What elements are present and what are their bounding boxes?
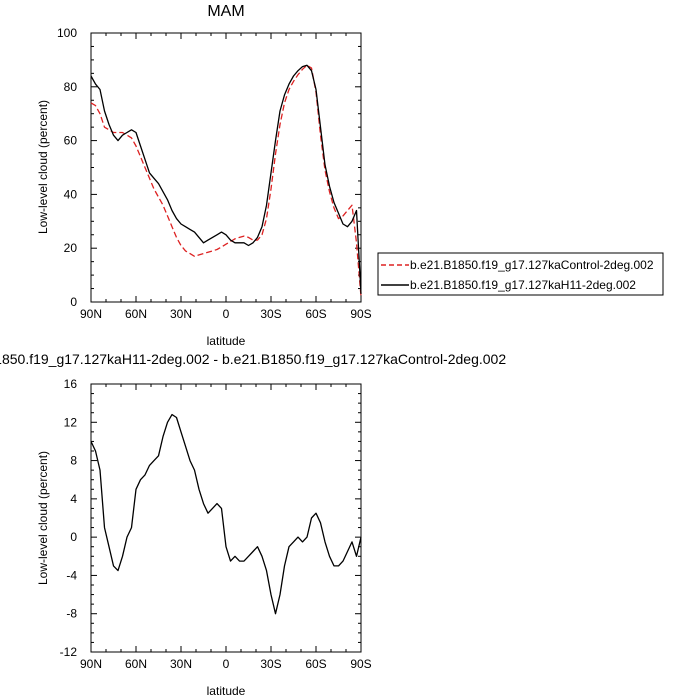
- bottom-chart-x-tick-label: 90S: [350, 657, 371, 671]
- top-chart-x-tick-label: 60S: [305, 307, 326, 321]
- legend: b.e21.B1850.f19_g17.127kaControl-2deg.00…: [377, 252, 664, 296]
- bottom-chart-y-tick-label: 0: [70, 530, 77, 544]
- bottom-chart-y-tick-label: 12: [64, 415, 78, 429]
- top-chart-y-tick-label: 0: [70, 295, 77, 309]
- bottom-chart-x-tick-label: 60N: [125, 657, 147, 671]
- top-chart-x-tick-label: 0: [223, 307, 230, 321]
- legend-label-h11: b.e21.B1850.f19_g17.127kaH11-2deg.002: [410, 278, 636, 292]
- top-chart-y-axis-label: Low-level cloud (percent): [36, 100, 50, 234]
- top-chart-x-axis-label: latitude: [207, 334, 246, 348]
- legend-label-control: b.e21.B1850.f19_g17.127kaControl-2deg.00…: [410, 258, 654, 272]
- legend-box: [377, 252, 664, 296]
- bottom-chart-x-axis-label: latitude: [207, 684, 246, 698]
- bottom-chart-x-tick-label: 30S: [260, 657, 281, 671]
- top-chart-x-tick-label: 30S: [260, 307, 281, 321]
- bottom-chart-x-tick-label: 60S: [305, 657, 326, 671]
- top-chart-series-line-1: [90, 64, 362, 294]
- bottom-chart-y-tick-label: -8: [66, 607, 77, 621]
- top-chart-x-tick-label: 90N: [80, 307, 102, 321]
- bottom-chart-y-tick-label: 8: [70, 454, 77, 468]
- bottom-chart: b.e21.B1850.f19_g17.127kaH11-2deg.002 - …: [0, 351, 506, 698]
- bottom-chart-plot-frame: [90, 383, 362, 653]
- bottom-chart-title: b.e21.B1850.f19_g17.127kaH11-2deg.002 - …: [0, 351, 506, 367]
- top-chart-y-tick-label: 80: [64, 80, 78, 94]
- bottom-chart-series-line-0: [90, 413, 362, 615]
- top-chart: MAM 90N 60N 30N 0 30S 60S 90S 0 20 40 60 80 100 lati…: [36, 3, 372, 348]
- top-chart-x-tick-label: 30N: [170, 307, 192, 321]
- bottom-chart-x-tick-label: 0: [223, 657, 230, 671]
- top-chart-series-line-0: [90, 64, 362, 297]
- bottom-chart-x-tick-label: 30N: [170, 657, 192, 671]
- top-chart-y-tick-label: 20: [64, 241, 78, 255]
- bottom-chart-y-tick-label: -4: [66, 568, 77, 582]
- bottom-chart-y-axis-label: Low-level cloud (percent): [36, 451, 50, 585]
- bottom-chart-y-tick-label: 16: [64, 377, 78, 391]
- bottom-chart-y-tick-label: -12: [60, 645, 78, 659]
- top-chart-plot-frame: [90, 32, 362, 303]
- bottom-chart-y-tick-label: 4: [70, 492, 77, 506]
- top-chart-x-tick-label: 60N: [125, 307, 147, 321]
- bottom-chart-x-tick-label: 90N: [80, 657, 102, 671]
- top-chart-x-tick-label: 90S: [350, 307, 371, 321]
- top-chart-y-tick-label: 100: [57, 26, 77, 40]
- top-chart-y-tick-label: 40: [64, 187, 78, 201]
- top-chart-title: MAM: [207, 3, 244, 20]
- top-chart-y-tick-label: 60: [64, 134, 78, 148]
